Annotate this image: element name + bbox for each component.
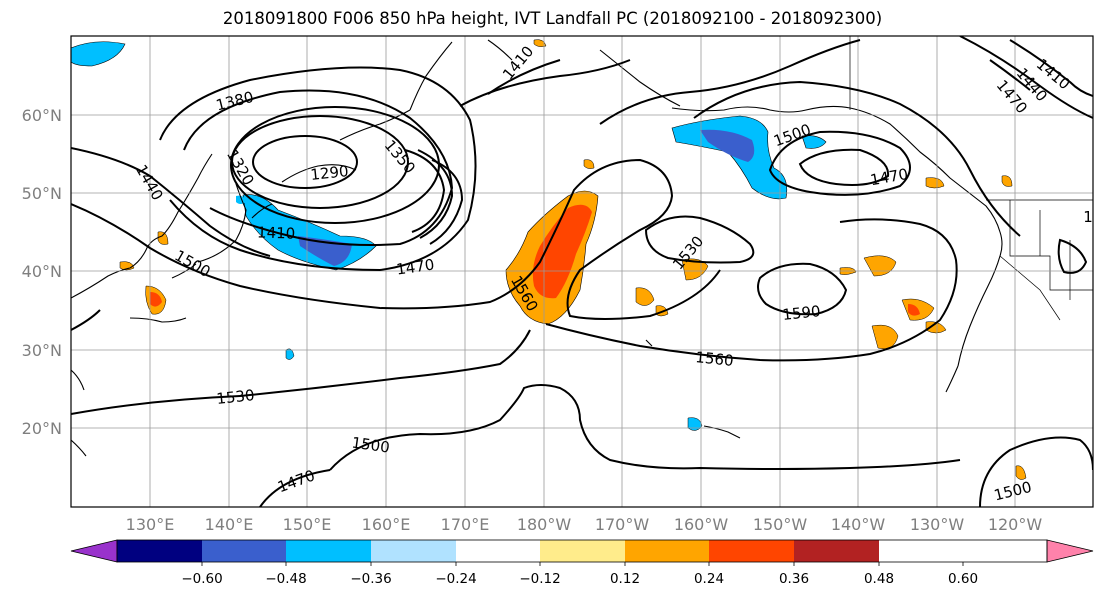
colorbar-tick-label: −0.12 bbox=[519, 571, 560, 587]
ivt-fills bbox=[71, 39, 1027, 480]
longitude-label: 150°W bbox=[753, 515, 808, 534]
contour-label: 1290 bbox=[310, 162, 350, 184]
colorbar-tick-label: −0.36 bbox=[350, 571, 391, 587]
map-frame bbox=[70, 35, 1094, 508]
colorbar-segment bbox=[202, 540, 286, 562]
colorbar-segment bbox=[709, 540, 794, 562]
colorbar-tick-label: 0.12 bbox=[610, 571, 640, 587]
latitude-label: 60°N bbox=[22, 106, 62, 125]
longitude-label: 170°W bbox=[595, 515, 650, 534]
height-contours bbox=[71, 36, 1093, 507]
colorbar-tick-label: −0.48 bbox=[265, 571, 306, 587]
longitude-label: 140°E bbox=[205, 515, 254, 534]
colorbar-tick-label: 0.24 bbox=[694, 571, 724, 587]
longitude-label: 150°E bbox=[283, 515, 332, 534]
longitude-label: 120°W bbox=[988, 515, 1043, 534]
colorbar: −0.60 −0.48 −0.36 −0.24 −0.12 0.12 0.24 … bbox=[70, 539, 1094, 587]
colorbar-tick-label: 0.36 bbox=[779, 571, 809, 587]
latitude-label: 40°N bbox=[22, 262, 62, 281]
colorbar-tick-label: 0.48 bbox=[864, 571, 894, 587]
colorbar-segment bbox=[456, 540, 540, 562]
contour-label: 1560 bbox=[695, 348, 735, 370]
contour-label: 1410 bbox=[257, 223, 296, 242]
colorbar-extend-high bbox=[1046, 539, 1094, 563]
map-title: 2018091800 F006 850 hPa height, IVT Land… bbox=[222, 9, 883, 28]
colorbar-segment bbox=[286, 540, 371, 562]
contour-label: 1530 bbox=[216, 386, 256, 408]
colorbar-tick-label: 0.60 bbox=[948, 571, 978, 587]
political-borders bbox=[849, 36, 1093, 321]
colorbar-segment bbox=[625, 540, 709, 562]
latitude-label: 30°N bbox=[22, 341, 62, 360]
colorbar-segment bbox=[794, 540, 879, 562]
colorbar-segment bbox=[371, 540, 456, 562]
longitude-label: 160°E bbox=[362, 515, 411, 534]
coastlines bbox=[71, 39, 1003, 457]
colorbar-ticks bbox=[201, 562, 964, 566]
colorbar-extend-low bbox=[70, 539, 118, 563]
longitude-label: 140°W bbox=[831, 515, 886, 534]
longitude-label: 160°W bbox=[674, 515, 729, 534]
longitude-label: 170°E bbox=[441, 515, 490, 534]
contour-label: 1470 bbox=[395, 255, 435, 278]
longitude-label: 180°W bbox=[517, 515, 572, 534]
colorbar-frame bbox=[116, 539, 1048, 563]
contour-label: 1 bbox=[1083, 208, 1093, 226]
latitude-labels: 60°N 50°N 40°N 30°N 20°N bbox=[22, 106, 62, 438]
longitude-labels: 130°E 140°E 150°E 160°E 170°E 180°W 170°… bbox=[126, 515, 1043, 534]
latitude-label: 20°N bbox=[22, 419, 62, 438]
colorbar-segment bbox=[117, 540, 202, 562]
contour-label: 1500 bbox=[351, 433, 391, 456]
colorbar-segment bbox=[540, 540, 625, 562]
longitude-label: 130°W bbox=[910, 515, 965, 534]
longitude-label: 130°E bbox=[126, 515, 175, 534]
colorbar-tick-label: −0.24 bbox=[435, 571, 476, 587]
colorbar-tick-label: −0.60 bbox=[181, 571, 222, 587]
contour-label: 1590 bbox=[782, 302, 822, 324]
latitude-label: 50°N bbox=[22, 184, 62, 203]
